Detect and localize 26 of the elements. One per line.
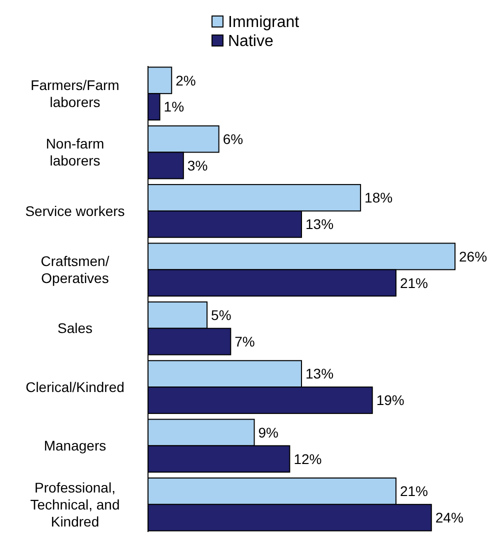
y-tick-label: Non-farm laborers [46,136,104,169]
y-tick-label: Service workers [25,202,125,219]
y-tick-label: Clerical/Kindred [26,378,124,395]
data-label: 9% [258,424,279,440]
data-label: 5% [211,307,232,324]
y-tick-label: Sales [57,320,93,336]
y-tick-label: Craftsmen/ Operatives [40,253,110,286]
data-label: 3% [187,157,208,174]
data-label: 12% [294,450,322,467]
data-label: 13% [306,216,334,232]
data-label: 7% [234,333,255,350]
y-tick-label: Farmers/Farm laborers [30,76,120,110]
y-tick-label: Professional, Technical, and Kindred [30,479,120,530]
data-label: 26% [459,248,488,264]
data-label: 1% [164,98,184,115]
legend-label: Immigrant [228,14,300,32]
data-label: 18% [364,190,393,206]
data-label: 13% [306,366,334,382]
data-label: 21% [400,483,428,500]
y-tick-label: Managers [44,438,106,454]
data-label: 2% [176,72,196,88]
data-label: 6% [222,130,244,147]
legend-label: Native [228,33,274,50]
data-label: 21% [400,274,428,291]
data-label: 19% [376,392,404,408]
data-label: 24% [435,510,464,526]
